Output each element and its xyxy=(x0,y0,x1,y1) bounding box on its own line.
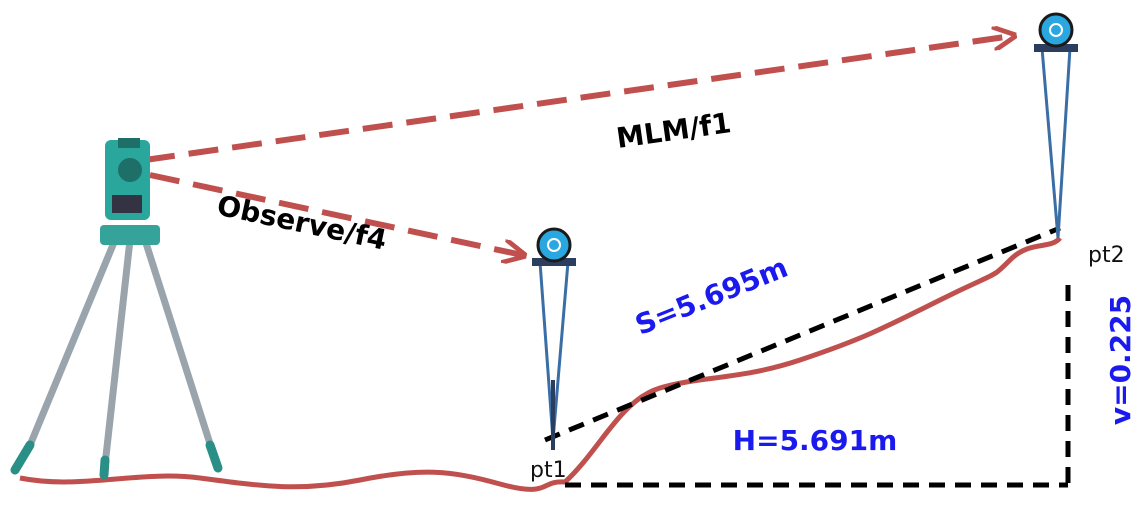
horizontal-label: H=5.691m xyxy=(733,424,898,457)
mlm-label: MLM/f1 xyxy=(614,106,733,155)
sight-line xyxy=(145,36,1012,160)
diagram: MLM/f1 Observe/f4 S=5.695m H=5.691m v=0.… xyxy=(0,0,1143,516)
pt2-label: pt2 xyxy=(1088,243,1125,268)
prism-pt1 xyxy=(532,229,576,450)
total-station xyxy=(15,138,218,475)
observe-label: Observe/f4 xyxy=(214,189,390,257)
slope-label: S=5.695m xyxy=(630,251,792,342)
prism-pt2 xyxy=(1034,14,1078,238)
pt1-label: pt1 xyxy=(530,458,567,483)
slope-line xyxy=(545,228,1060,440)
vertical-label: v=0.225 xyxy=(1104,295,1137,425)
